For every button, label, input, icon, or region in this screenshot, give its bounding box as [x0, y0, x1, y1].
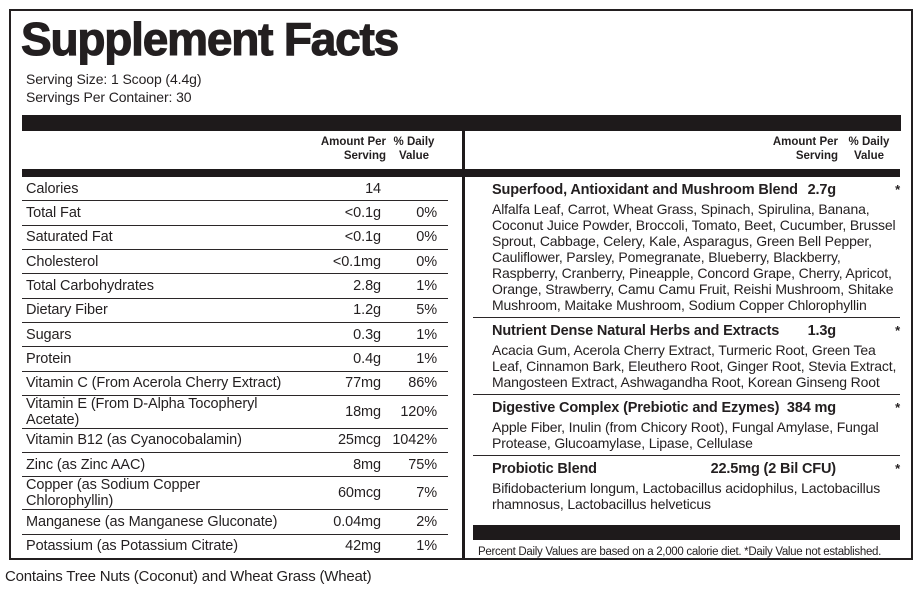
blend-section-digestive: Digestive Complex (Prebiotic and Ezymes)… — [473, 394, 900, 455]
blend-ingredients: Bifidobacterium longum, Lactobacillus ac… — [492, 480, 881, 512]
blend-list: Superfood, Antioxidant and Mushroom Blen… — [465, 177, 900, 522]
nutrient-table: Calories 14 Total Fat <0.1g 0% Saturated Fa… — [11, 177, 462, 558]
blend-ingredients: Acacia Gum, Acerola Cherry Extract, Turm… — [492, 342, 897, 390]
two-column-area: Amount Per Serving % Daily Value Calorie… — [11, 131, 911, 558]
blend-section-probiotic: Probiotic Blend 22.5mg (2 Bil CFU) * Bif… — [473, 455, 900, 516]
facts-panel-border: Supplement Facts Serving Size: 1 Scoop (… — [9, 9, 913, 560]
serving-size-text: Serving Size: 1 Scoop (4.4g) — [26, 71, 202, 87]
blend-section-herbs: Nutrient Dense Natural Herbs and Extract… — [473, 317, 900, 394]
blend-ingredients: Alfalfa Leaf, Carrot, Wheat Grass, Spina… — [492, 201, 896, 313]
table-row: Cholesterol <0.1mg 0% — [22, 250, 448, 275]
column-divider — [462, 131, 465, 558]
table-row: Sugars 0.3g 1% — [22, 323, 448, 348]
table-row: Vitamin B12 (as Cyanocobalamin) 25mcg 1042… — [22, 429, 448, 454]
amount-per-serving-header: Amount Per Serving — [320, 136, 386, 162]
daily-value-header: % Daily Value — [393, 136, 435, 162]
nutrients-column: Amount Per Serving % Daily Value Calorie… — [11, 131, 462, 558]
daily-value-footnote: Percent Daily Values are based on a 2,00… — [478, 546, 882, 558]
table-row: Dietary Fiber 1.2g 5% — [22, 299, 448, 323]
top-divider-bar — [22, 115, 901, 131]
blends-column: Amount Per Serving % Daily Value Superfo… — [465, 131, 911, 558]
table-row: Saturated Fat <0.1g 0% — [22, 226, 448, 250]
page-title: Supplement Facts — [20, 13, 399, 65]
table-row: Potassium (as Potassium Citrate) 42mg 1% — [26, 538, 437, 555]
blends-column-header: Amount Per Serving % Daily Value — [465, 131, 900, 169]
blend-header: Nutrient Dense Natural Herbs and Extract… — [492, 323, 900, 339]
table-row: Total Fat <0.1g 0% — [22, 201, 448, 226]
dv-asterisk: * — [895, 323, 900, 338]
table-row: Total Carbohydrates 2.8g 1% — [22, 274, 448, 299]
dv-asterisk: * — [895, 461, 900, 476]
allergen-statement: Contains Tree Nuts (Coconut) and Wheat G… — [5, 568, 372, 585]
dv-asterisk: * — [895, 400, 900, 415]
blend-section-superfood: Superfood, Antioxidant and Mushroom Blen… — [473, 177, 900, 317]
table-row: Calories 14 — [22, 177, 448, 202]
footnote-divider-bar — [473, 525, 900, 540]
blend-header: Superfood, Antioxidant and Mushroom Blen… — [492, 182, 900, 198]
blend-header: Digestive Complex (Prebiotic and Ezymes)… — [492, 400, 900, 416]
header-divider-bar — [22, 169, 462, 177]
table-row: Vitamin C (From Acerola Cherry Extract) 7… — [22, 372, 448, 396]
table-row: Protein 0.4g 1% — [22, 347, 448, 372]
table-row: Copper (as Sodium Copper Chlorophyllin) 6… — [22, 477, 448, 511]
nutrients-column-header: Amount Per Serving % Daily Value — [22, 131, 448, 169]
servings-per-container-text: Servings Per Container: 30 — [26, 89, 192, 105]
table-row: Manganese (as Manganese Gluconate) 0.04mg… — [22, 510, 448, 535]
table-row: Zinc (as Zinc AAC) 8mg 75% — [22, 453, 448, 478]
daily-value-header: % Daily Value — [848, 136, 890, 162]
table-row: Vitamin E (From D-Alpha Tocopheryl Aceta… — [22, 396, 448, 429]
dv-asterisk: * — [895, 182, 900, 197]
amount-per-serving-header: Amount Per Serving — [772, 136, 838, 162]
blend-header: Probiotic Blend 22.5mg (2 Bil CFU) * — [492, 461, 900, 477]
blend-ingredients: Apple Fiber, Inulin (from Chicory Root),… — [492, 419, 879, 451]
header-divider-bar — [465, 169, 900, 177]
